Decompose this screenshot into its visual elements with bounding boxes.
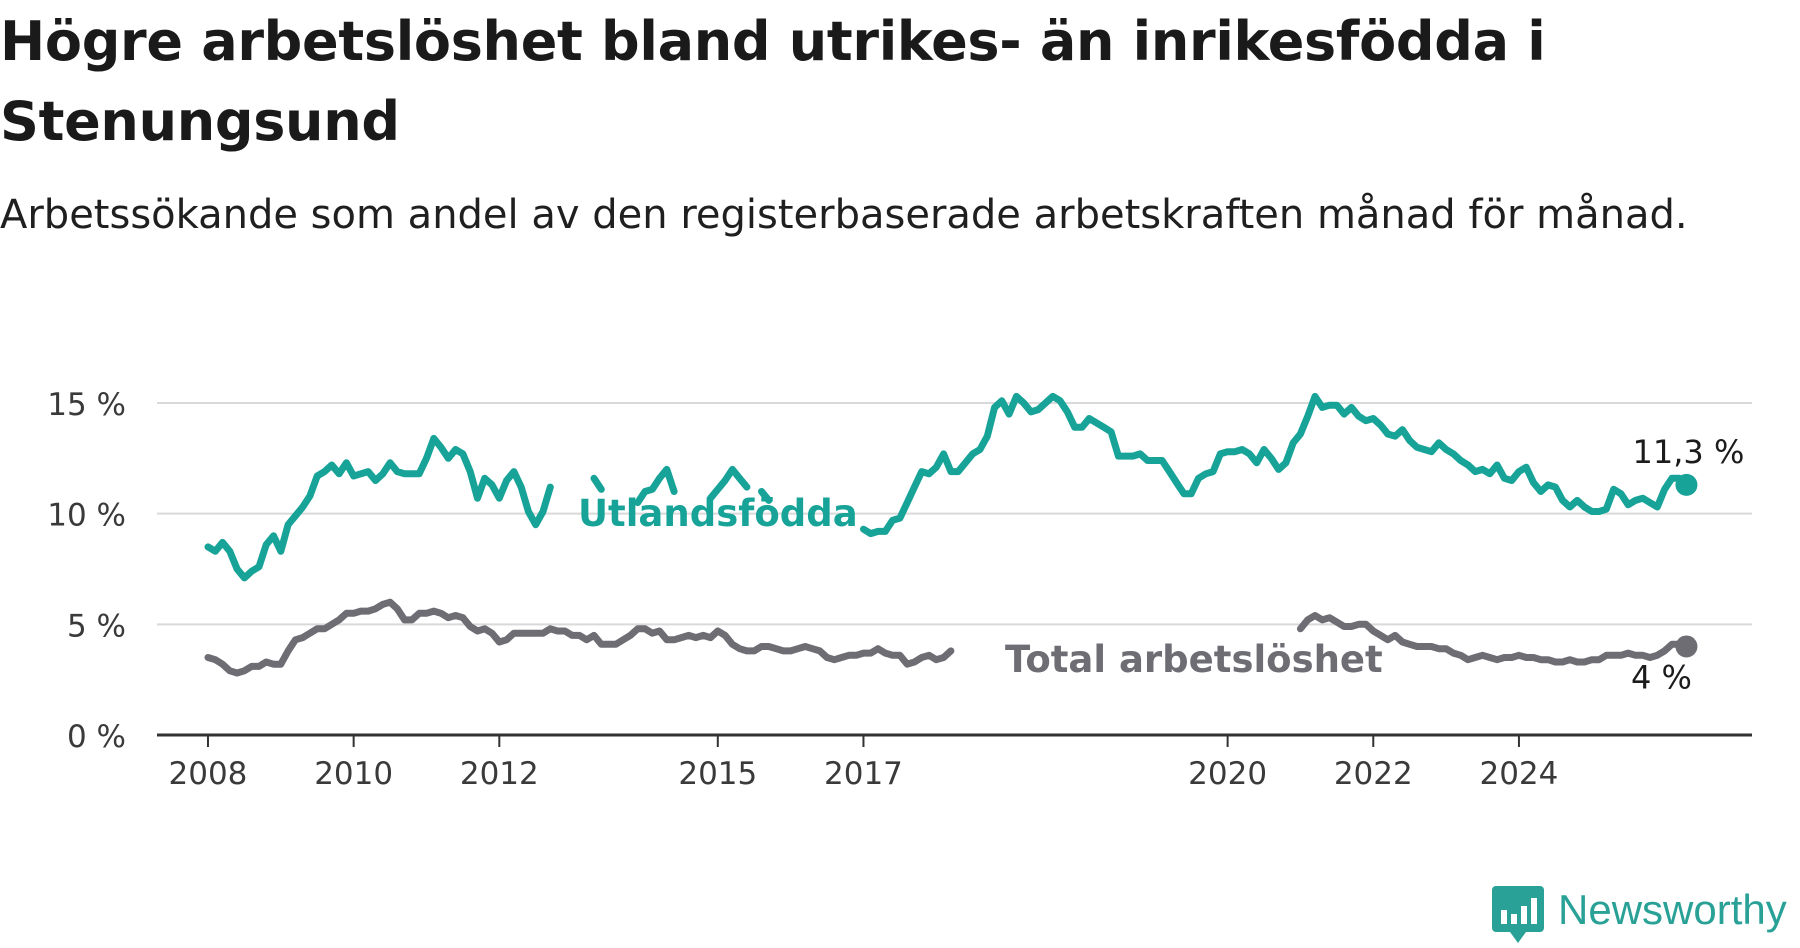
series-end-point — [1675, 635, 1698, 658]
x-tick-label: 2010 — [314, 756, 393, 792]
chart-subtitle: Arbetssökande som andel av den registerb… — [0, 192, 1688, 238]
x-tick-label: 2017 — [824, 756, 903, 792]
y-axis-tick-labels: 0 % 5 % 10 % 15 % — [47, 387, 126, 755]
brand-logo[interactable]: Newsworthy — [1492, 880, 1792, 944]
series-end-point — [1675, 473, 1698, 496]
series-end-label: 11,3 % — [1633, 433, 1745, 471]
series-name-label: Total arbetslöshet — [1005, 638, 1383, 681]
y-tick-label: 10 % — [47, 498, 126, 534]
series-line — [204, 598, 1690, 677]
chart-title: Högre arbetslöshet bland utrikes- än inr… — [0, 10, 1546, 153]
series-name-label: Utlandsfödda — [578, 492, 858, 535]
series-end-label: 4 % — [1631, 658, 1692, 696]
brand-name: Newsworthy — [1558, 886, 1787, 933]
series-labels: 11,3 % Utlandsfödda 4 % Total arbetslöshet — [578, 433, 1744, 697]
series-line — [204, 392, 1690, 582]
x-axis: 2008 2010 2012 2015 2017 2020 2022 2024 — [157, 733, 1752, 792]
y-tick-label: 15 % — [47, 387, 126, 423]
series-lines — [204, 392, 1698, 677]
y-tick-label: 0 % — [67, 719, 126, 755]
gridlines — [157, 402, 1752, 626]
x-tick-label: 2008 — [169, 756, 248, 792]
x-tick-label: 2022 — [1334, 756, 1413, 792]
x-tick-label: 2020 — [1188, 756, 1267, 792]
y-tick-label: 5 % — [67, 608, 126, 644]
x-tick-label: 2015 — [678, 756, 757, 792]
x-tick-label: 2024 — [1479, 756, 1558, 792]
chart-logo-icon — [1492, 886, 1544, 943]
x-tick-label: 2012 — [460, 756, 539, 792]
